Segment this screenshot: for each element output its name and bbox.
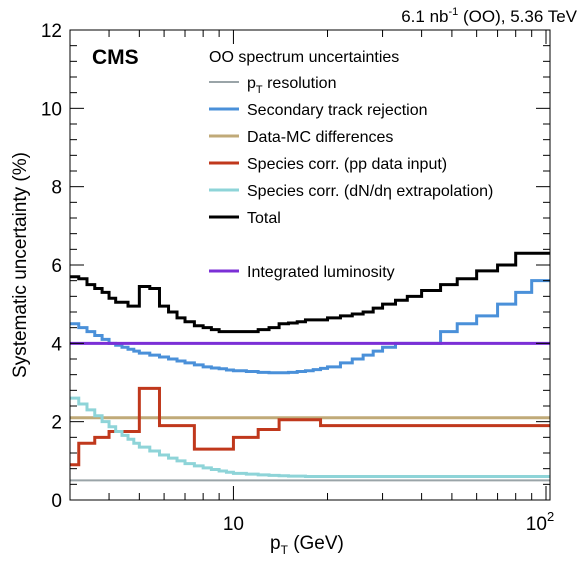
legend-title: OO spectrum uncertainties xyxy=(209,49,399,66)
series-line-4 xyxy=(70,396,550,478)
legend-label: Integrated luminosity xyxy=(247,264,395,281)
legend: OO spectrum uncertainties pT resolution S… xyxy=(209,49,493,281)
y-tick-label: 10 xyxy=(41,99,62,120)
y-tick-label: 6 xyxy=(51,256,62,277)
legend-label: Total xyxy=(247,210,281,227)
y-tick-label: 12 xyxy=(41,21,62,42)
axis-ticks: 0 2 4 6 8 10 12 10 102 xyxy=(41,21,554,535)
y-tick-label: 4 xyxy=(51,334,62,355)
cms-label: CMS xyxy=(92,46,139,69)
x-axis-title: pT (GeV) xyxy=(270,533,344,557)
x-tick-label: 102 xyxy=(526,509,554,535)
series-line-3 xyxy=(70,386,550,467)
series-line-5 xyxy=(70,251,550,334)
series-line-1 xyxy=(70,279,550,375)
legend-label: Data-MC differences xyxy=(247,129,393,146)
legend-label: pT resolution xyxy=(247,75,336,96)
lumi-label: 6.1 nb-1 (OO), 5.36 TeV xyxy=(401,6,577,26)
plot-frame xyxy=(69,29,551,501)
legend-label: Secondary track rejection xyxy=(247,102,428,119)
y-tick-label: 8 xyxy=(51,178,62,199)
y-tick-label: 0 xyxy=(51,491,62,512)
y-tick-label: 2 xyxy=(51,413,62,434)
legend-label: Species corr. (dN/dη extrapolation) xyxy=(247,183,493,200)
y-axis-title: Systematic uncertainty (%) xyxy=(10,152,31,378)
series-layer xyxy=(70,251,550,482)
legend-label: Species corr. (pp data input) xyxy=(247,156,447,173)
x-tick-label: 10 xyxy=(223,514,244,535)
